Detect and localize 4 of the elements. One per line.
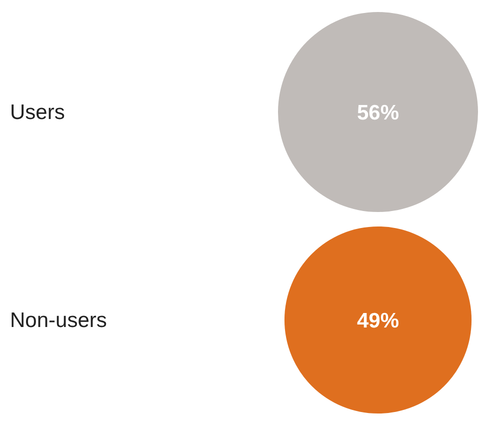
- category-label: Non-users: [10, 309, 107, 332]
- data-label: 56%: [356, 101, 400, 124]
- data-label: 49%: [356, 309, 400, 332]
- category-label: Users: [10, 101, 65, 124]
